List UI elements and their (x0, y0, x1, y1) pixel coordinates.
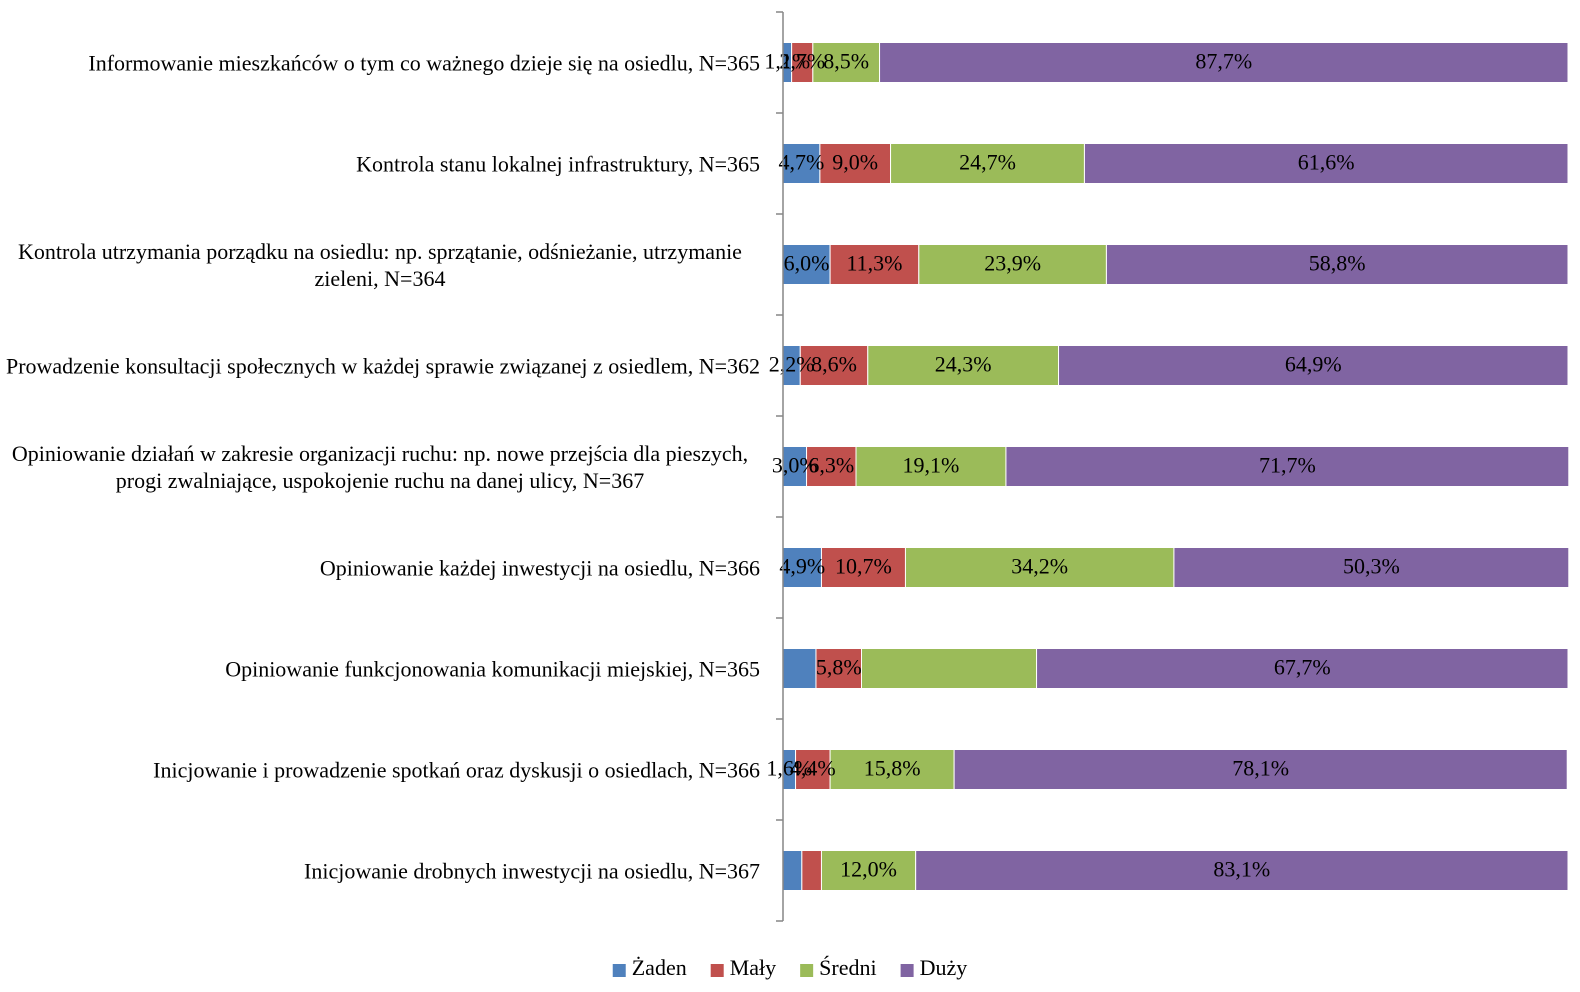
bar-segment (795, 749, 831, 790)
legend-label: Mały (730, 955, 776, 980)
bar-segment (1036, 648, 1569, 689)
category-text: Opiniowanie każdej inwestycji na osiedlu… (319, 555, 760, 580)
bar-segment (820, 850, 917, 891)
category-text: Kontrola stanu lokalnej infrastruktury, … (356, 151, 760, 176)
data-label: 19,1% (903, 453, 960, 478)
data-label: 4,4% (790, 756, 836, 781)
data-label: 1,1% (764, 49, 810, 74)
bar-segment (806, 446, 857, 487)
bar-segment (861, 648, 1038, 689)
data-label: 6,3% (808, 453, 854, 478)
data-label: 50,3% (1343, 554, 1400, 579)
data-label: 61,6% (1298, 150, 1355, 175)
data-label: 10,7% (835, 554, 892, 579)
data-label: 1,6% (766, 756, 812, 781)
category-label: Informowanie mieszkańców o tym co ważneg… (0, 49, 760, 76)
bar-segment (812, 42, 881, 83)
data-label: 6,0% (784, 251, 830, 276)
data-label: 3,0% (772, 453, 818, 478)
data-label: 8,5% (823, 49, 869, 74)
bar-segment (782, 648, 817, 689)
category-text: Opiniowanie działań w zakresie organizac… (11, 440, 749, 493)
bar-segment (1173, 547, 1570, 588)
legend-swatch (900, 964, 914, 977)
category-text: Informowanie mieszkańców o tym co ważneg… (88, 50, 760, 75)
data-label: 24,3% (935, 352, 992, 377)
bar-segment (782, 244, 831, 285)
data-label: 5,8% (816, 655, 862, 680)
data-label: 8,6% (811, 352, 857, 377)
data-label: 24,7% (959, 150, 1016, 175)
category-label: Kontrola utrzymania porządku na osiedlu:… (0, 238, 760, 292)
bar-segment (1005, 446, 1570, 487)
data-label: 34,2% (1011, 554, 1068, 579)
bar-segment (820, 547, 906, 588)
bar-segment (1083, 143, 1569, 184)
category-text: Inicjowanie drobnych inwestycji na osied… (304, 858, 760, 883)
legend-label: Średni (819, 955, 876, 980)
bar-segment (782, 547, 822, 588)
data-label: 11,3% (846, 251, 902, 276)
bar-segment (953, 749, 1568, 790)
data-label: 87,7% (1195, 49, 1252, 74)
bar-segment (1105, 244, 1569, 285)
bar-segment (829, 244, 920, 285)
data-label: 58,8% (1309, 251, 1366, 276)
category-label: Opiniowanie każdej inwestycji na osiedlu… (0, 554, 760, 581)
legend-swatch (710, 964, 724, 977)
bar-segment (829, 749, 955, 790)
data-label: 2,2% (769, 352, 815, 377)
data-label: 4,7% (779, 150, 825, 175)
bar-segment (879, 42, 1569, 83)
bar-segment (801, 850, 822, 891)
category-text: Inicjowanie i prowadzenie spotkań oraz d… (153, 757, 760, 782)
bar-segment (867, 345, 1060, 386)
category-label: Inicjowanie drobnych inwestycji na osied… (0, 857, 760, 884)
data-label: 9,0% (832, 150, 878, 175)
data-label: 12,0% (840, 857, 897, 882)
data-label: 71,7% (1259, 453, 1316, 478)
legend-swatch (612, 964, 626, 977)
data-label: 23,9% (984, 251, 1041, 276)
data-label: 67,7% (1274, 655, 1331, 680)
legend-swatch (800, 964, 814, 977)
data-label: 4,9% (779, 554, 825, 579)
category-text: Prowadzenie konsultacji społecznych w ka… (5, 353, 760, 378)
category-text: Opiniowanie funkcjonowania komunikacji m… (225, 656, 760, 681)
legend-label: Żaden (632, 955, 687, 980)
data-label: 15,8% (864, 756, 921, 781)
category-label: Opiniowanie funkcjonowania komunikacji m… (0, 655, 760, 682)
category-label: Kontrola stanu lokalnej infrastruktury, … (0, 150, 760, 177)
bar-segment (904, 547, 1175, 588)
bar-segment (915, 850, 1569, 891)
bar-segment (819, 143, 892, 184)
bar-segment (1058, 345, 1569, 386)
legend-label: Duży (920, 955, 968, 980)
bar-segment (782, 143, 821, 184)
category-label: Inicjowanie i prowadzenie spotkań oraz d… (0, 756, 760, 783)
data-label: 83,1% (1213, 857, 1270, 882)
category-text: Kontrola utrzymania porządku na osiedlu:… (18, 238, 742, 291)
data-label: 78,1% (1232, 756, 1289, 781)
category-label: Prowadzenie konsultacji społecznych w ka… (0, 352, 760, 379)
data-label: 64,9% (1285, 352, 1342, 377)
bar-segment (815, 648, 862, 689)
data-label: 2,7% (779, 49, 825, 74)
bar-segment (855, 446, 1007, 487)
bar-segment (890, 143, 1085, 184)
bar-segment (782, 850, 803, 891)
category-label: Opiniowanie działań w zakresie organizac… (0, 440, 760, 494)
